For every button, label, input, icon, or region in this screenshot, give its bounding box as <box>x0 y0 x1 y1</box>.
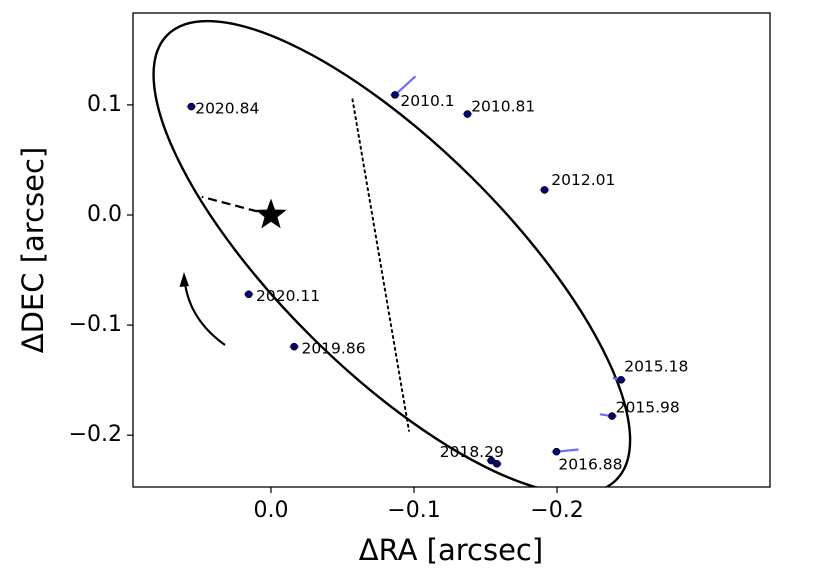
orbit-ellipse <box>152 19 632 487</box>
reference-lines-group <box>201 98 410 432</box>
star-marker <box>255 198 287 229</box>
direction-arrow-group <box>179 272 226 346</box>
y-tick-label: −0.2 <box>69 422 122 447</box>
epoch-label: 2015.18 <box>624 357 688 375</box>
epoch-label: 2018.29 <box>440 443 504 461</box>
observation-point <box>463 110 472 118</box>
direction-arrowhead <box>179 272 189 287</box>
epoch-label: 2019.86 <box>301 339 365 357</box>
observation-point <box>391 91 399 99</box>
epoch-label: 2010.1 <box>400 92 454 110</box>
observation-point <box>493 460 501 468</box>
observation-point <box>552 447 561 456</box>
axes-group: 0.0 −0.1 −0.2 0.1 0.0 −0.1 −0.2 <box>69 12 771 523</box>
orbit-ellipse-group <box>152 19 632 487</box>
observation-point <box>617 376 625 384</box>
observation-point <box>290 342 298 351</box>
observation-point <box>540 186 549 194</box>
observation-point <box>608 412 616 420</box>
x-axis-label: ΔRA [arcsec] <box>359 533 543 567</box>
line-of-nodes <box>351 98 410 432</box>
annotations-group: 2010.1 2010.81 2012.01 2015.18 2015.98 2016.8… <box>195 92 688 473</box>
x-tick-label: 0.0 <box>254 498 289 523</box>
axes-frame <box>132 12 771 488</box>
epoch-label: 2016.88 <box>558 455 622 473</box>
epoch-label: 2015.98 <box>616 399 680 417</box>
residual-line <box>394 75 417 96</box>
observations-group <box>187 91 625 468</box>
y-axis-label: ΔDEC [arcsec] <box>16 147 50 353</box>
y-tick-label: 0.1 <box>87 92 122 117</box>
epoch-label: 2012.01 <box>551 171 615 189</box>
observation-point <box>244 290 253 299</box>
x-tick-label: −0.2 <box>530 498 583 523</box>
observation-point <box>187 102 196 111</box>
epoch-label: 2010.81 <box>471 98 535 116</box>
observation-point <box>487 456 496 465</box>
direction-arrow-shaft <box>183 282 226 346</box>
periastron-line <box>201 195 272 217</box>
y-tick-label: −0.1 <box>69 312 122 337</box>
y-tick-label: 0.0 <box>87 202 122 227</box>
x-tick-label: −0.1 <box>387 498 440 523</box>
epoch-label: 2020.11 <box>256 287 320 305</box>
epoch-label: 2020.84 <box>195 99 259 117</box>
